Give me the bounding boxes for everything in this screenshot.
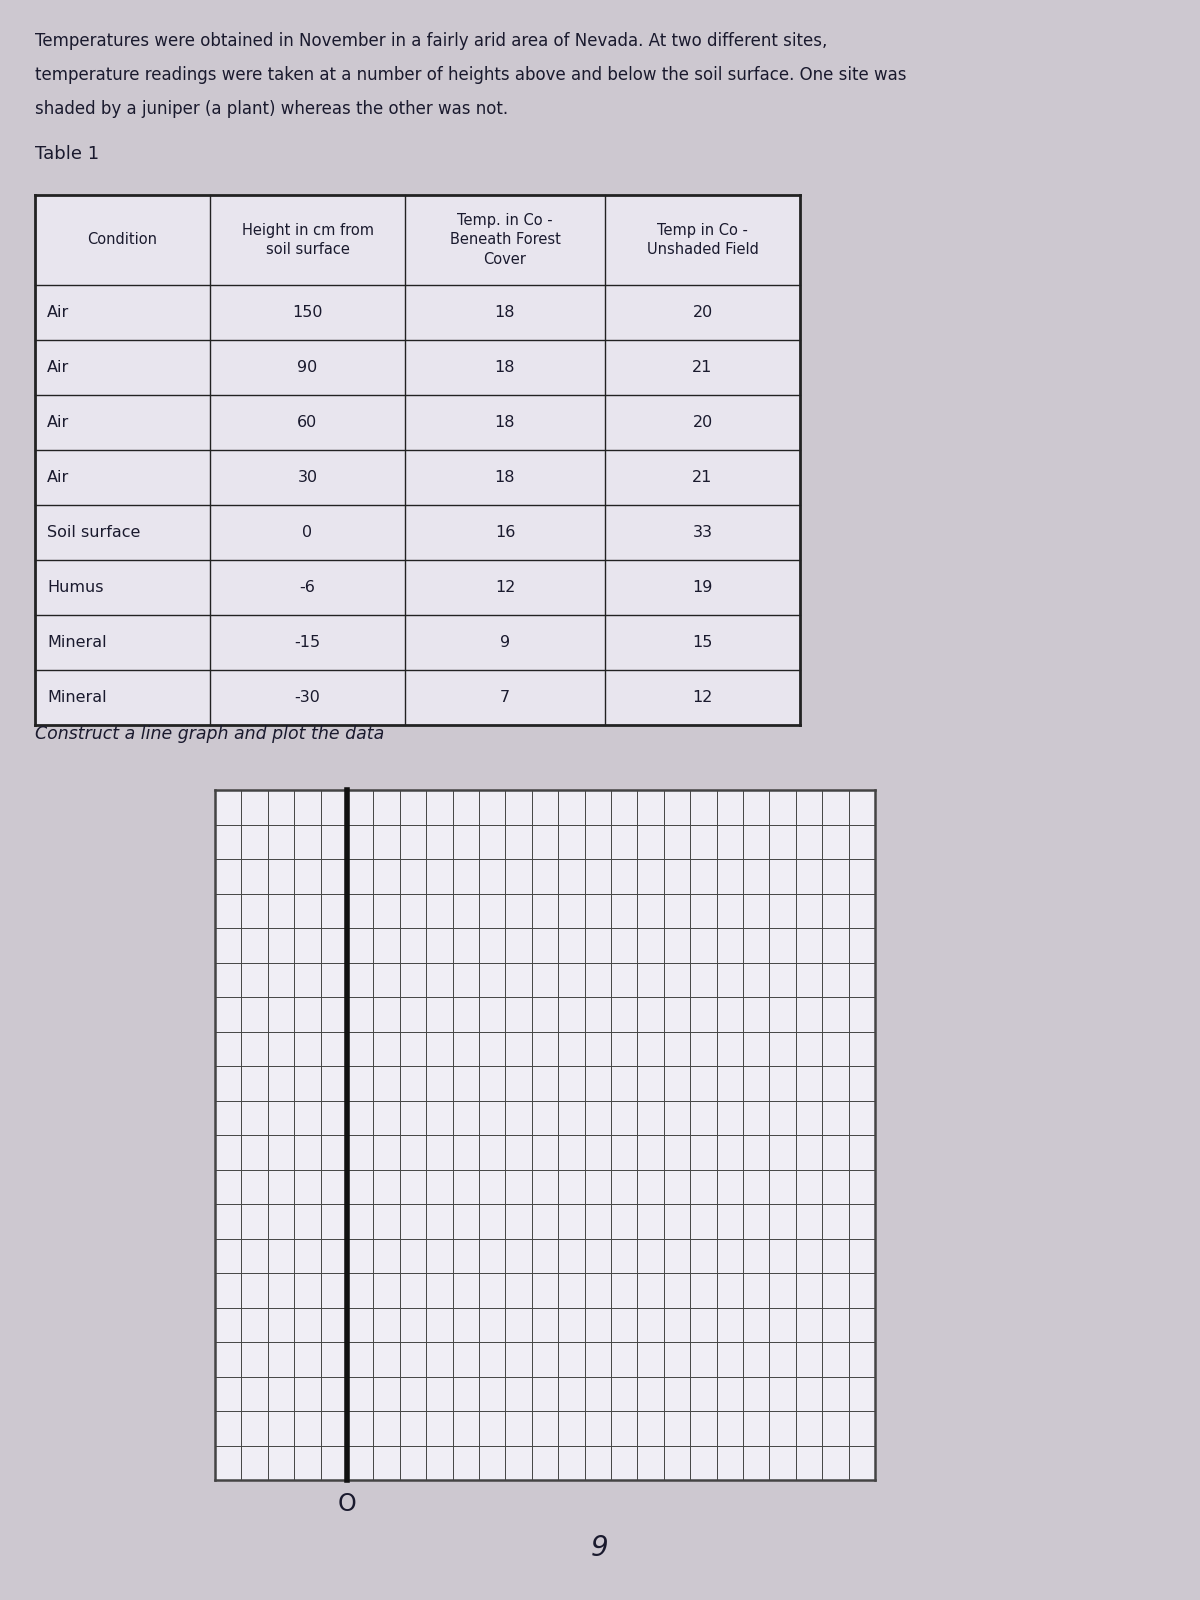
Text: temperature readings were taken at a number of heights above and below the soil : temperature readings were taken at a num… bbox=[35, 66, 906, 83]
Text: -6: -6 bbox=[300, 579, 316, 595]
Text: Temp in Co -
Unshaded Field: Temp in Co - Unshaded Field bbox=[647, 222, 758, 258]
Text: Condition: Condition bbox=[88, 232, 157, 248]
Text: Air: Air bbox=[47, 414, 70, 430]
Text: 15: 15 bbox=[692, 635, 713, 650]
Text: 9: 9 bbox=[500, 635, 510, 650]
Text: 0: 0 bbox=[302, 525, 312, 541]
Text: 60: 60 bbox=[298, 414, 318, 430]
Bar bbox=[35, 195, 800, 725]
Text: Construct a line graph and plot the data: Construct a line graph and plot the data bbox=[35, 725, 384, 742]
Text: 18: 18 bbox=[494, 414, 515, 430]
Text: shaded by a juniper (a plant) whereas the other was not.: shaded by a juniper (a plant) whereas th… bbox=[35, 99, 508, 118]
Text: 9: 9 bbox=[592, 1534, 608, 1562]
Text: 18: 18 bbox=[494, 306, 515, 320]
Text: 7: 7 bbox=[500, 690, 510, 706]
Text: O: O bbox=[337, 1491, 356, 1517]
Text: -30: -30 bbox=[294, 690, 320, 706]
Bar bbox=[215, 790, 875, 1480]
Text: Height in cm from
soil surface: Height in cm from soil surface bbox=[241, 222, 373, 258]
Text: Humus: Humus bbox=[47, 579, 103, 595]
Text: Temperatures were obtained in November in a fairly arid area of Nevada. At two d: Temperatures were obtained in November i… bbox=[35, 32, 827, 50]
Text: 21: 21 bbox=[692, 470, 713, 485]
Text: Air: Air bbox=[47, 470, 70, 485]
Text: 16: 16 bbox=[494, 525, 515, 541]
Text: Soil surface: Soil surface bbox=[47, 525, 140, 541]
Text: Mineral: Mineral bbox=[47, 690, 107, 706]
Text: 30: 30 bbox=[298, 470, 318, 485]
Text: Air: Air bbox=[47, 306, 70, 320]
Text: 18: 18 bbox=[494, 470, 515, 485]
Text: 18: 18 bbox=[494, 360, 515, 374]
Text: 150: 150 bbox=[293, 306, 323, 320]
Text: 12: 12 bbox=[494, 579, 515, 595]
Text: Air: Air bbox=[47, 360, 70, 374]
Text: 33: 33 bbox=[692, 525, 713, 541]
Text: Temp. in Co -
Beneath Forest
Cover: Temp. in Co - Beneath Forest Cover bbox=[450, 213, 560, 267]
Text: 20: 20 bbox=[692, 414, 713, 430]
Text: 21: 21 bbox=[692, 360, 713, 374]
Text: Table 1: Table 1 bbox=[35, 146, 100, 163]
Text: Mineral: Mineral bbox=[47, 635, 107, 650]
Text: 90: 90 bbox=[298, 360, 318, 374]
Text: -15: -15 bbox=[294, 635, 320, 650]
Text: 12: 12 bbox=[692, 690, 713, 706]
Text: 19: 19 bbox=[692, 579, 713, 595]
Text: 20: 20 bbox=[692, 306, 713, 320]
